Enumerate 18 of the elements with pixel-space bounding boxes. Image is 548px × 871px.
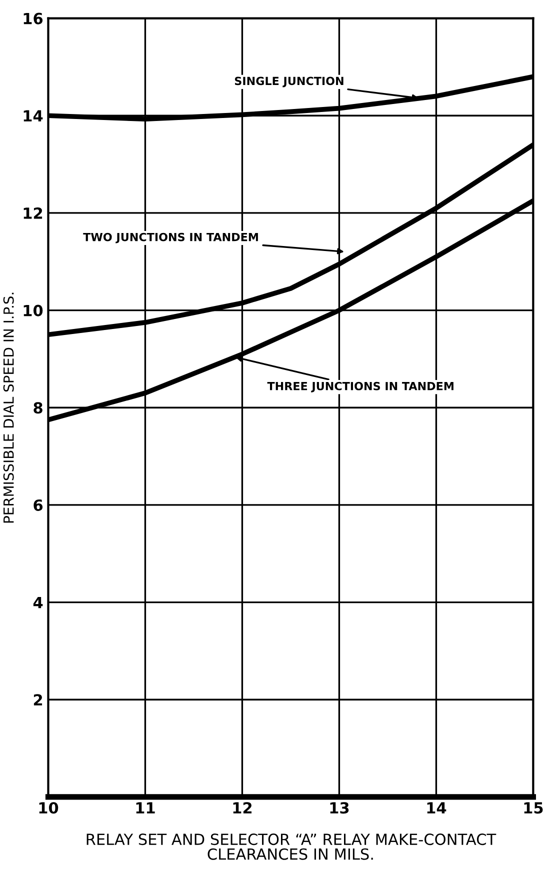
annotation: SINGLE JUNCTION — [234, 76, 344, 88]
x-axis-title: RELAY SET AND SELECTOR “A” RELAY MAKE-CONTACT CLEARANCES IN MILS. — [86, 834, 496, 860]
annotation: TWO JUNCTIONS IN TANDEM — [83, 232, 258, 244]
y-tick-label: 12 — [24, 207, 42, 219]
x-tick-label: 13 — [330, 802, 349, 814]
y-tick-label: 6 — [34, 499, 43, 511]
y-axis-title: PERMISSIBLE DIAL SPEED IN I.P.S. — [3, 292, 14, 523]
x-tick-label: 15 — [524, 802, 543, 814]
annotation: THREE JUNCTIONS IN TANDEM — [267, 382, 454, 392]
y-tick-label: 8 — [34, 402, 42, 414]
y-tick-label: 14 — [24, 110, 43, 122]
y-tick-label: 16 — [24, 12, 43, 24]
y-tick-label: 10 — [24, 304, 43, 316]
y-tick-label: 2 — [34, 694, 42, 706]
y-tick-label: 4 — [33, 596, 43, 608]
x-tick-label: 12 — [233, 802, 252, 814]
x-tick-label: 14 — [427, 802, 446, 814]
x-tick-label: 11 — [136, 802, 155, 814]
